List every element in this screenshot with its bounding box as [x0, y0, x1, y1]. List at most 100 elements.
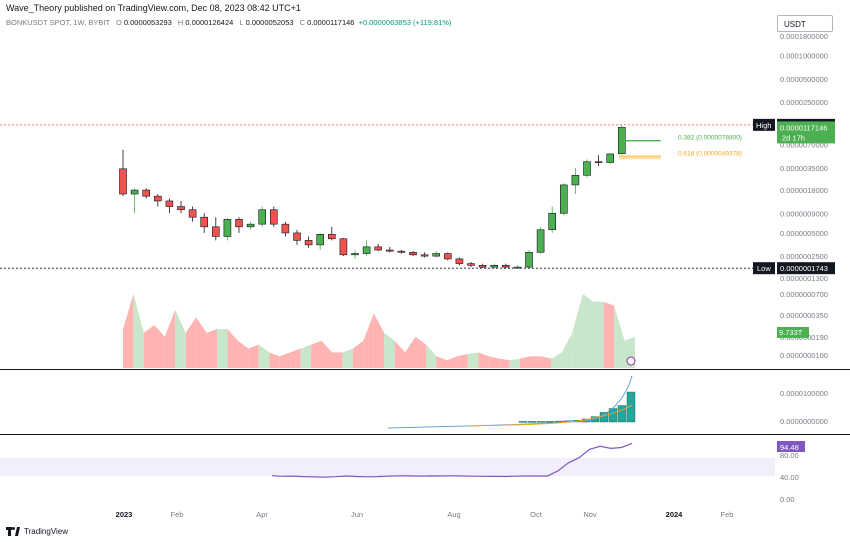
volume-segment	[217, 329, 228, 368]
rsi-last-bg	[777, 441, 805, 452]
candle-body	[513, 266, 522, 269]
candle-body	[281, 223, 290, 234]
candle-body	[119, 168, 127, 195]
candle-body	[490, 265, 499, 268]
volume-segment	[248, 344, 259, 368]
time-axis-label: Jun	[351, 510, 363, 519]
candle-body	[525, 252, 533, 268]
volume-segment	[551, 352, 562, 368]
volume-segment	[342, 348, 353, 368]
candle-body	[165, 200, 174, 207]
volume-segment	[561, 332, 573, 368]
volume-segment	[384, 332, 395, 368]
volume-segment	[488, 356, 500, 368]
volume-segment	[258, 344, 270, 368]
candle-body	[235, 219, 243, 228]
close-value: 0.0000117146	[307, 18, 355, 27]
volume-segment	[206, 329, 218, 368]
volume-segment	[509, 358, 521, 368]
candle-body	[188, 209, 197, 218]
low-value: 0.0000052053	[245, 18, 294, 27]
bar-countdown: 2d 17h	[782, 133, 805, 142]
candle-body	[559, 184, 568, 214]
low-value-label: 0.0000001743	[780, 264, 828, 273]
fib-level-fill	[618, 156, 661, 160]
candle-body	[571, 174, 580, 186]
tradingview-logo-icon	[6, 527, 20, 536]
volume-segment	[405, 336, 416, 368]
volume-segment	[478, 352, 489, 368]
symbol-label[interactable]: BONKUSDT SPOT, 1W, BYBIT	[6, 18, 110, 27]
high-tag-bg	[753, 118, 775, 131]
osc-bar	[536, 421, 546, 423]
volume-segment	[426, 344, 437, 368]
price-axis-label: 0.0000002500	[780, 252, 828, 261]
candle-body	[536, 229, 545, 253]
volume-segment	[499, 358, 510, 368]
osc-axis-label: 0.0000000000	[780, 417, 828, 426]
currency-selector[interactable]: USDT	[777, 15, 833, 32]
candle-body	[316, 233, 325, 246]
volume-segment	[446, 356, 458, 368]
time-axis-label: Aug	[447, 510, 460, 519]
publisher-line: Wave_Theory published on TradingView.com…	[6, 3, 301, 13]
time-axis-label: 2024	[666, 510, 684, 519]
volume-segment	[572, 293, 583, 368]
volume-segment	[363, 313, 374, 368]
candle-body	[177, 206, 185, 211]
candle-body	[258, 209, 267, 225]
candle-body	[269, 209, 278, 225]
time-axis-label: Feb	[721, 510, 734, 519]
volume-axis-label: 0.0000000100	[780, 351, 828, 360]
price-axis-label: 0.0000001300	[780, 274, 828, 283]
candle-body	[327, 233, 336, 240]
volume-last-label: 9.733T	[779, 328, 803, 337]
rsi-last-label: 94.48	[780, 443, 799, 452]
candle-body	[246, 223, 255, 228]
volume-segment	[321, 340, 332, 368]
open-label: O	[116, 18, 122, 27]
volume-segment	[154, 325, 165, 368]
candle-body	[501, 265, 510, 268]
rsi-axis-label: 40.00	[780, 473, 799, 482]
volume-segment	[290, 348, 301, 368]
volume-segment	[436, 356, 447, 368]
fib-level-label: 0.618 (0.0000049378)	[678, 150, 742, 157]
volume-pane: 0.00000007000.00000003500.00000001900.00…	[123, 290, 828, 368]
volume-segment	[300, 344, 312, 368]
rsi-axis-label: 0.00	[780, 495, 795, 504]
price-axis-label: 0.0000070000	[780, 141, 828, 150]
time-axis-label: Oct	[530, 510, 543, 519]
volume-segment	[133, 293, 144, 368]
volume-segment	[279, 352, 291, 368]
rsi-band	[0, 458, 775, 476]
candle-body	[467, 263, 475, 266]
price-axis-label: 0.0000250000	[780, 98, 828, 107]
volume-segment	[331, 352, 343, 368]
fib-level-label: 0.382 (0.0000078800)	[678, 135, 742, 142]
high-value: 0.0000126424	[185, 18, 234, 27]
volume-segment	[373, 313, 385, 368]
price-axis-label: 0.0001000000	[780, 52, 828, 61]
tradingview-logo[interactable]: TradingView	[6, 527, 68, 536]
candle-body	[130, 189, 139, 195]
price-pane: 0.0001800000 0.0001000000 0.0000500000 0.00…	[0, 32, 850, 435]
candle-body	[420, 254, 429, 257]
indicator-marker-icon	[626, 356, 636, 366]
last-price-label: 0.0000117146	[780, 123, 827, 132]
volume-segment	[394, 340, 406, 368]
ohlc-legend: BONKUSDT SPOT, 1W, BYBIT O 0.0000053293 H…	[6, 18, 451, 27]
price-axis-label: 0.0001800000	[780, 32, 828, 41]
tradingview-brand: TradingView	[24, 527, 69, 536]
candle-body	[374, 246, 383, 251]
volume-last-bg	[777, 327, 809, 338]
volume-segment	[415, 336, 427, 368]
volume-segment	[196, 317, 207, 368]
volume-segment	[269, 352, 280, 368]
rsi-axis-label: 80.00	[780, 451, 799, 460]
volume-segment	[123, 293, 134, 368]
candle-body	[385, 249, 394, 252]
time-axis-label: Feb	[171, 510, 184, 519]
low-label: L	[239, 18, 244, 27]
osc-bar	[545, 421, 555, 423]
